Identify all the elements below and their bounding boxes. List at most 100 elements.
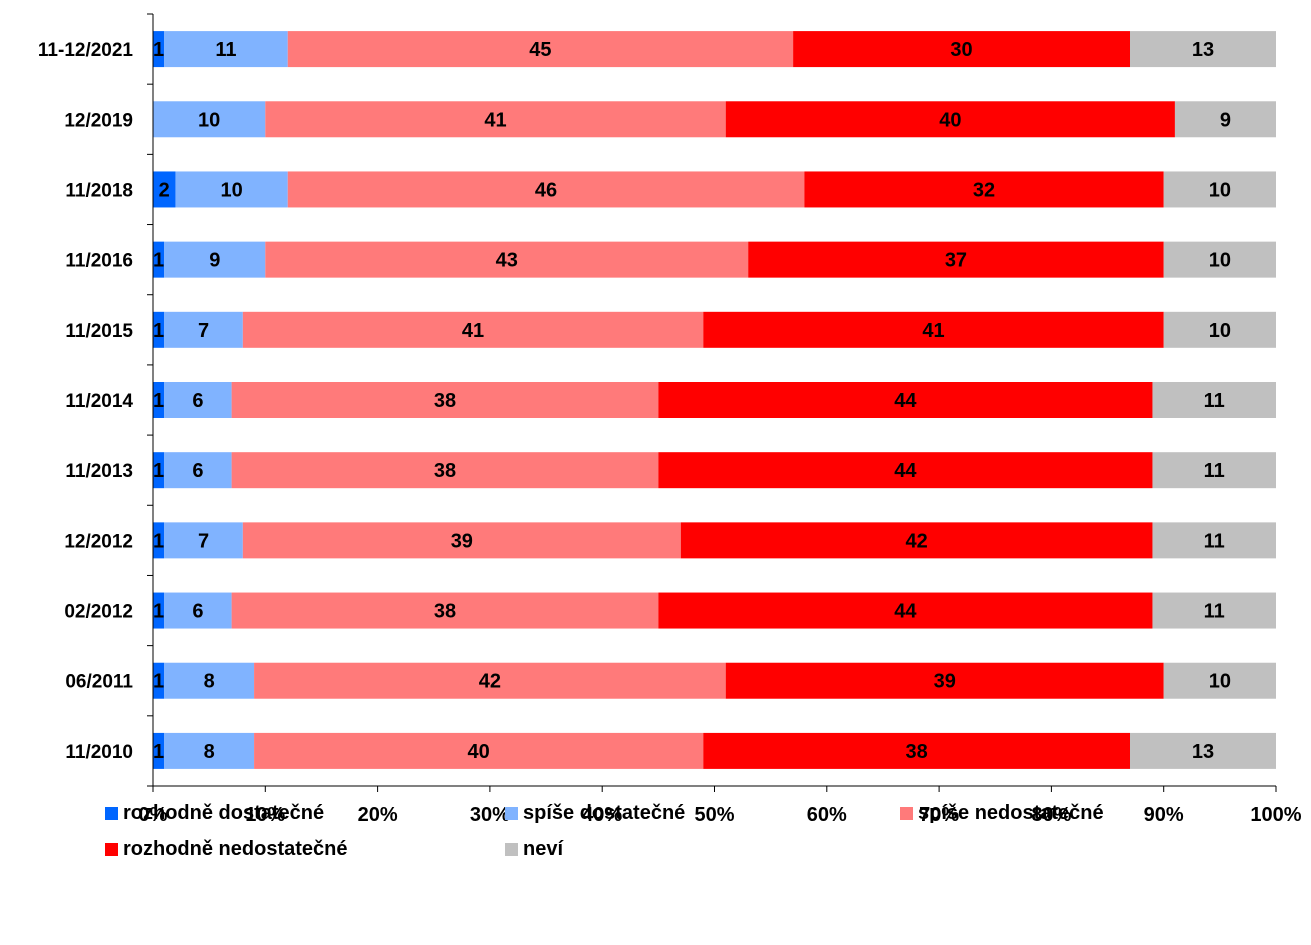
data-label: 10	[1209, 179, 1231, 201]
data-label: 1	[153, 530, 164, 552]
bar-segment	[703, 311, 1164, 348]
bar-segment	[153, 662, 165, 699]
category-label: 11-12/2021	[38, 40, 134, 61]
bar-segment	[658, 382, 1153, 418]
data-label: 7	[198, 530, 209, 552]
data-label: 30	[950, 39, 972, 61]
bar-segment	[164, 592, 232, 629]
bar-segment	[153, 382, 165, 418]
category-label: 12/2012	[64, 531, 133, 552]
data-label: 1	[153, 671, 164, 693]
data-label: 11	[215, 39, 236, 61]
bar-segment	[231, 452, 659, 489]
x-tick-label: 100%	[1250, 804, 1301, 826]
category-label: 11/2016	[65, 251, 133, 272]
bar-segment	[1163, 662, 1276, 699]
data-label: 10	[198, 109, 220, 131]
data-label: 13	[1192, 39, 1214, 61]
data-label: 37	[945, 250, 967, 272]
data-label: 45	[529, 39, 551, 61]
data-label: 1	[153, 741, 164, 763]
data-label: 41	[462, 320, 484, 342]
bar-segment	[680, 522, 1153, 559]
bar-segment	[164, 662, 255, 699]
data-label: 46	[535, 179, 557, 201]
bar-segment	[658, 592, 1153, 629]
data-label: 11	[1204, 460, 1225, 482]
data-label: 32	[973, 179, 995, 201]
data-label: 6	[192, 390, 203, 412]
bar-segment	[804, 171, 1164, 208]
data-label: 44	[894, 460, 917, 482]
bar-segment	[703, 732, 1131, 769]
bar-segment	[231, 592, 659, 629]
data-label: 10	[1209, 671, 1231, 693]
category-label: 11/2013	[65, 461, 133, 482]
data-label: 11	[1204, 390, 1225, 412]
category-label: 06/2011	[65, 672, 133, 693]
category-label: 02/2012	[64, 602, 133, 623]
data-label: 7	[198, 320, 209, 342]
data-label: 1	[153, 39, 164, 61]
bar-segment	[153, 241, 165, 278]
x-tick-label: 10%	[245, 804, 285, 826]
category-label: 11/2015	[65, 321, 133, 342]
bar-segment	[287, 171, 805, 208]
bar-segment	[254, 662, 726, 699]
data-label: 39	[934, 671, 956, 693]
bar-segment	[242, 311, 704, 348]
data-label: 39	[451, 530, 473, 552]
data-label: 9	[209, 250, 220, 272]
data-label: 11	[1204, 601, 1225, 623]
bar-segment	[287, 31, 794, 68]
bar-segment	[1130, 732, 1276, 769]
data-label: 40	[939, 109, 961, 131]
data-label: 11	[1204, 530, 1225, 552]
bar-segment	[1130, 31, 1276, 68]
bar-segment	[164, 522, 243, 559]
data-label: 1	[153, 320, 164, 342]
bar-segment	[175, 171, 288, 208]
data-label: 8	[204, 671, 215, 693]
bar-segment	[793, 31, 1131, 68]
x-tick-label: 90%	[1144, 804, 1184, 826]
data-label: 6	[192, 460, 203, 482]
data-label: 38	[434, 460, 456, 482]
category-label: 11/2018	[65, 180, 133, 201]
bar-segment	[1152, 382, 1276, 418]
data-label: 43	[496, 250, 518, 272]
bar-segment	[1152, 592, 1276, 629]
bar-segment	[1152, 522, 1276, 559]
data-label: 40	[468, 741, 490, 763]
bar-segment	[254, 732, 704, 769]
data-label: 38	[906, 741, 928, 763]
category-label: 12/2019	[64, 110, 133, 131]
data-label: 9	[1220, 109, 1231, 131]
x-tick-label: 80%	[1031, 804, 1071, 826]
data-label: 8	[204, 741, 215, 763]
bar-segment	[265, 241, 749, 278]
bar-segment	[164, 311, 243, 348]
bar-segment	[164, 732, 255, 769]
data-label: 1	[153, 460, 164, 482]
x-tick-label: 40%	[582, 804, 622, 826]
data-label: 13	[1192, 741, 1214, 763]
bar-segment	[265, 101, 726, 138]
bar-segment	[725, 662, 1164, 699]
bar-segment	[153, 101, 266, 138]
data-label: 2	[159, 179, 170, 201]
category-label: 11/2014	[65, 391, 133, 412]
data-label: 38	[434, 601, 456, 623]
data-label: 42	[479, 671, 501, 693]
x-tick-label: 20%	[358, 804, 398, 826]
data-label: 1	[153, 601, 164, 623]
bar-segment	[1163, 311, 1276, 348]
bar-segment	[1174, 101, 1276, 138]
bar-segment	[164, 452, 232, 489]
bar-segment	[1163, 241, 1276, 278]
data-label: 44	[894, 390, 917, 412]
bar-segment	[231, 382, 659, 418]
bar-segment	[153, 452, 165, 489]
bar-segment	[1163, 171, 1276, 208]
